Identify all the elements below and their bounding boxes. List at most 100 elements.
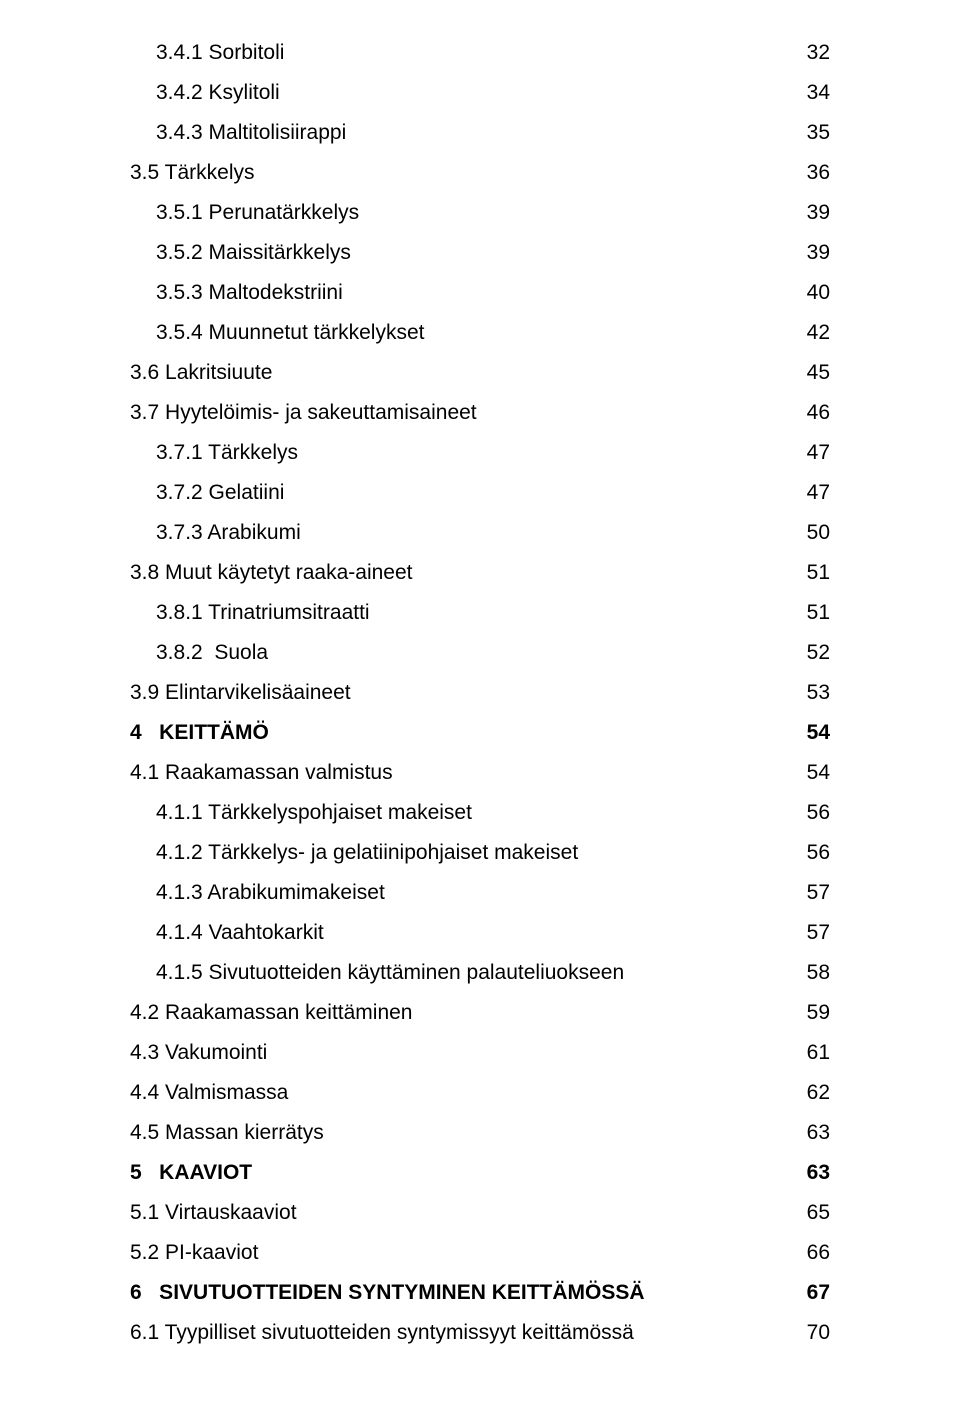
toc-row: 4.1.4 Vaahtokarkit 57 <box>130 922 830 943</box>
toc-row: 3.6 Lakritsiuute 45 <box>130 362 830 383</box>
toc-entry-page: 50 <box>795 522 830 543</box>
toc-entry-page: 63 <box>795 1162 830 1183</box>
toc-entry-label: 4.2 Raakamassan keittäminen <box>130 1002 413 1023</box>
toc-entry-page: 63 <box>795 1122 830 1143</box>
toc-row: 3.4.1 Sorbitoli 32 <box>130 42 830 63</box>
toc-entry-label: 3.5 Tärkkelys <box>130 162 255 183</box>
toc-entry-page: 34 <box>795 82 830 103</box>
toc-entry-label: 6 SIVUTUOTTEIDEN SYNTYMINEN KEITTÄMÖSSÄ <box>130 1282 645 1303</box>
toc-entry-label: 4.1.5 Sivutuotteiden käyttäminen palaute… <box>130 962 624 983</box>
toc-entry-label: 4.1 Raakamassan valmistus <box>130 762 393 783</box>
toc-row: 4.5 Massan kierrätys 63 <box>130 1122 830 1143</box>
toc-entry-label: 3.4.1 Sorbitoli <box>130 42 284 63</box>
toc-row: 4 KEITTÄMÖ 54 <box>130 722 830 743</box>
toc-entry-page: 42 <box>795 322 830 343</box>
toc-row: 4.1.3 Arabikumimakeiset 57 <box>130 882 830 903</box>
toc-entry-page: 54 <box>795 722 830 743</box>
toc-entry-label: 4.3 Vakumointi <box>130 1042 267 1063</box>
toc-entry-label: 3.4.3 Maltitolisiirappi <box>130 122 346 143</box>
toc-entry-page: 56 <box>795 802 830 823</box>
toc-row: 3.7 Hyytelöimis- ja sakeuttamisaineet 46 <box>130 402 830 423</box>
toc-row: 3.5.3 Maltodekstriini 40 <box>130 282 830 303</box>
toc-entry-page: 61 <box>795 1042 830 1063</box>
toc-row: 3.8 Muut käytetyt raaka-aineet 51 <box>130 562 830 583</box>
toc-entry-page: 46 <box>795 402 830 423</box>
toc-entry-page: 66 <box>795 1242 830 1263</box>
toc-entry-label: 3.5.4 Muunnetut tärkkelykset <box>130 322 424 343</box>
toc-entry-label: 3.9 Elintarvikelisäaineet <box>130 682 351 703</box>
toc-row: 5.2 PI-kaaviot 66 <box>130 1242 830 1263</box>
toc-entry-label: 4.5 Massan kierrätys <box>130 1122 324 1143</box>
toc-row: 3.8.2 Suola 52 <box>130 642 830 663</box>
toc-entry-label: 3.8 Muut käytetyt raaka-aineet <box>130 562 413 583</box>
toc-row: 3.7.2 Gelatiini 47 <box>130 482 830 503</box>
toc-entry-label: 3.8.1 Trinatriumsitraatti <box>130 602 370 623</box>
toc-entry-label: 5.1 Virtauskaaviot <box>130 1202 297 1223</box>
toc-entry-page: 36 <box>795 162 830 183</box>
toc-entry-page: 58 <box>795 962 830 983</box>
toc-entry-label: 5.2 PI-kaaviot <box>130 1242 258 1263</box>
toc-entry-page: 47 <box>795 482 830 503</box>
toc-entry-label: 4.4 Valmismassa <box>130 1082 288 1103</box>
toc-entry-page: 57 <box>795 922 830 943</box>
toc-row: 4.1 Raakamassan valmistus 54 <box>130 762 830 783</box>
toc-row: 4.1.1 Tärkkelyspohjaiset makeiset 56 <box>130 802 830 823</box>
toc-row: 3.7.3 Arabikumi 50 <box>130 522 830 543</box>
toc-row: 4.1.2 Tärkkelys- ja gelatiinipohjaiset m… <box>130 842 830 863</box>
toc-entry-label: 4.1.4 Vaahtokarkit <box>130 922 324 943</box>
toc-entry-label: 3.5.3 Maltodekstriini <box>130 282 343 303</box>
toc-row: 5.1 Virtauskaaviot 65 <box>130 1202 830 1223</box>
toc-row: 5 KAAVIOT 63 <box>130 1162 830 1183</box>
toc-entry-page: 45 <box>795 362 830 383</box>
toc-row: 3.5.4 Muunnetut tärkkelykset 42 <box>130 322 830 343</box>
toc-row: 3.4.3 Maltitolisiirappi 35 <box>130 122 830 143</box>
toc-entry-label: 4 KEITTÄMÖ <box>130 722 269 743</box>
toc-row: 3.9 Elintarvikelisäaineet 53 <box>130 682 830 703</box>
toc-entry-page: 51 <box>795 562 830 583</box>
toc-entry-page: 32 <box>795 42 830 63</box>
toc-entry-page: 70 <box>795 1322 830 1343</box>
toc-entry-page: 40 <box>795 282 830 303</box>
toc-entry-page: 65 <box>795 1202 830 1223</box>
toc-entry-label: 6.1 Tyypilliset sivutuotteiden syntymiss… <box>130 1322 634 1343</box>
toc-entry-label: 3.5.2 Maissitärkkelys <box>130 242 351 263</box>
toc-entry-label: 3.7.2 Gelatiini <box>130 482 284 503</box>
toc-entry-page: 51 <box>795 602 830 623</box>
toc-entry-page: 62 <box>795 1082 830 1103</box>
toc-entry-label: 3.6 Lakritsiuute <box>130 362 272 383</box>
toc-entry-page: 53 <box>795 682 830 703</box>
toc-entry-label: 4.1.1 Tärkkelyspohjaiset makeiset <box>130 802 472 823</box>
toc-entry-label: 5 KAAVIOT <box>130 1162 252 1183</box>
toc-entry-label: 3.7.1 Tärkkelys <box>130 442 298 463</box>
toc-entry-label: 3.8.2 Suola <box>130 642 268 663</box>
toc-row: 4.2 Raakamassan keittäminen 59 <box>130 1002 830 1023</box>
toc-entry-label: 3.7 Hyytelöimis- ja sakeuttamisaineet <box>130 402 477 423</box>
toc-row: 3.5 Tärkkelys 36 <box>130 162 830 183</box>
toc-entry-page: 57 <box>795 882 830 903</box>
toc-entry-label: 3.7.3 Arabikumi <box>130 522 301 543</box>
toc-row: 3.4.2 Ksylitoli 34 <box>130 82 830 103</box>
table-of-contents: 3.4.1 Sorbitoli 32 3.4.2 Ksylitoli 34 3.4.3 … <box>130 42 830 1343</box>
toc-entry-page: 56 <box>795 842 830 863</box>
toc-row: 3.7.1 Tärkkelys 47 <box>130 442 830 463</box>
toc-entry-page: 54 <box>795 762 830 783</box>
toc-row: 4.4 Valmismassa 62 <box>130 1082 830 1103</box>
toc-entry-label: 3.5.1 Perunatärkkelys <box>130 202 359 223</box>
toc-row: 3.8.1 Trinatriumsitraatti 51 <box>130 602 830 623</box>
toc-row: 3.5.2 Maissitärkkelys 39 <box>130 242 830 263</box>
toc-row: 6 SIVUTUOTTEIDEN SYNTYMINEN KEITTÄMÖSSÄ 6… <box>130 1282 830 1303</box>
toc-row: 3.5.1 Perunatärkkelys 39 <box>130 202 830 223</box>
toc-entry-label: 4.1.3 Arabikumimakeiset <box>130 882 385 903</box>
toc-row: 4.3 Vakumointi 61 <box>130 1042 830 1063</box>
toc-entry-label: 3.4.2 Ksylitoli <box>130 82 280 103</box>
toc-row: 6.1 Tyypilliset sivutuotteiden syntymiss… <box>130 1322 830 1343</box>
toc-entry-page: 39 <box>795 202 830 223</box>
toc-entry-page: 35 <box>795 122 830 143</box>
toc-entry-label: 4.1.2 Tärkkelys- ja gelatiinipohjaiset m… <box>130 842 578 863</box>
toc-entry-page: 67 <box>795 1282 830 1303</box>
toc-row: 4.1.5 Sivutuotteiden käyttäminen palaute… <box>130 962 830 983</box>
toc-entry-page: 52 <box>795 642 830 663</box>
toc-entry-page: 59 <box>795 1002 830 1023</box>
toc-entry-page: 47 <box>795 442 830 463</box>
toc-entry-page: 39 <box>795 242 830 263</box>
